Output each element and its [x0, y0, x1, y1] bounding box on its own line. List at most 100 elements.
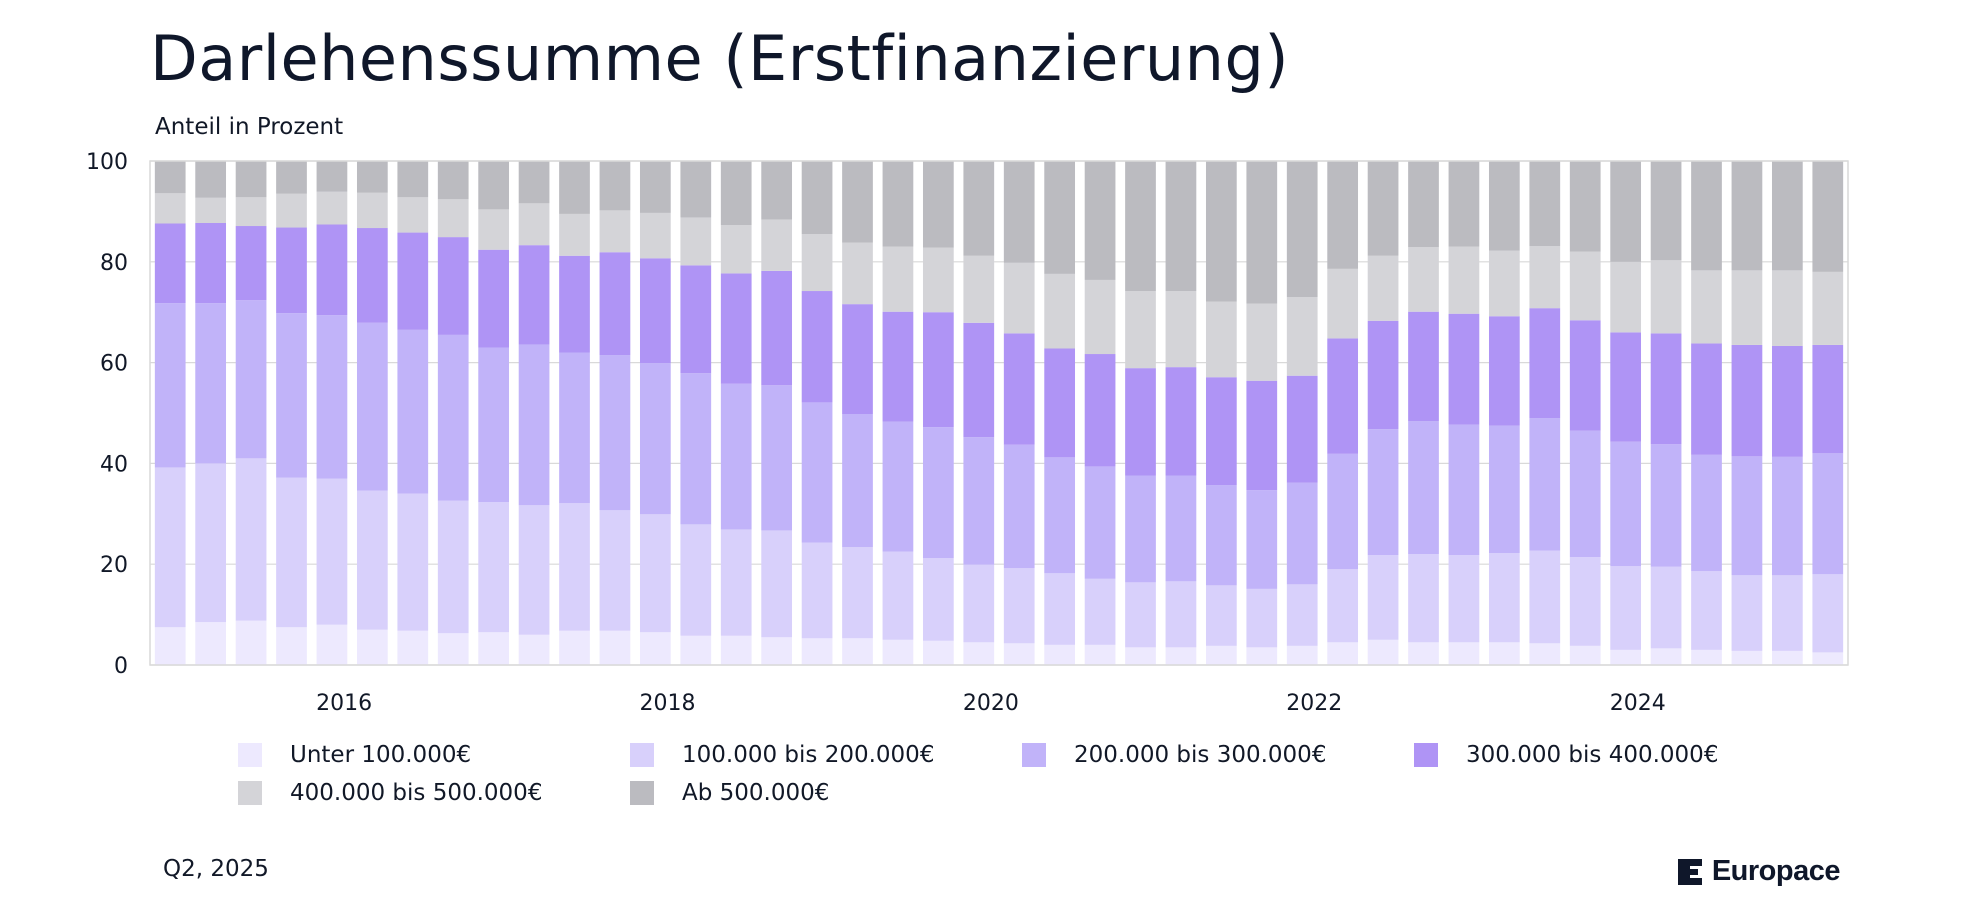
bar-segment-2021-Q3-s2 [1205, 485, 1237, 586]
bar-segment-2019-Q4-s2 [922, 427, 954, 559]
legend-swatch [630, 743, 654, 767]
bar-segment-2023-Q4-s3 [1569, 320, 1601, 431]
bar-segment-2021-Q1-s3 [1125, 368, 1156, 476]
bar-segment-2018-Q3-s0 [720, 635, 752, 665]
bar-segment-2019-Q2-s0 [842, 638, 873, 665]
bar-segment-2019-Q1-s1 [801, 542, 833, 639]
bar-segment-2021-Q4-s0 [1246, 647, 1278, 665]
legend-swatch [238, 743, 262, 767]
legend-label: 100.000 bis 200.000€ [682, 742, 935, 768]
bar-segment-2020-Q3-s1 [1044, 573, 1076, 645]
bar-segment-2016-Q2-s4 [356, 192, 388, 229]
bar-segment-2023-Q3-s1 [1529, 550, 1561, 644]
bar-segment-2021-Q3-s0 [1205, 645, 1237, 665]
bar-segment-2024-Q2-s5 [1650, 161, 1682, 261]
y-tick-label: 100 [86, 150, 128, 175]
legend-label: Ab 500.000€ [682, 780, 830, 806]
stacked-bar-chart: 0 20 40 60 80 100 2016 2018 2020 2022 2024 [86, 150, 1849, 716]
bar-segment-2017-Q2-s4 [518, 203, 550, 246]
bar-segment-2019-Q1-s3 [801, 291, 833, 403]
bar-segment-2024-Q3-s5 [1691, 161, 1722, 271]
bar-segment-2018-Q3-s3 [720, 273, 752, 384]
bar-segment-2023-Q4-s2 [1569, 430, 1601, 558]
bar-segment-2016-Q3-s0 [397, 630, 429, 665]
bar-segment-2023-Q2-s1 [1488, 553, 1520, 643]
bar-segment-2025-Q2-s2 [1812, 453, 1844, 575]
bar-segment-2017-Q3-s4 [559, 213, 590, 256]
bar-segment-2022-Q1-s2 [1286, 482, 1318, 585]
legend: Unter 100.000€ 100.000 bis 200.000€ 200.00… [238, 742, 1798, 806]
y-axis-ticks: 0 20 40 60 80 100 [86, 150, 128, 679]
bar-segment-2018-Q3-s1 [720, 529, 752, 636]
bar-segment-2019-Q3-s0 [882, 639, 914, 665]
bar-segment-2019-Q3-s3 [882, 311, 914, 422]
bar-segment-2022-Q2-s1 [1327, 569, 1359, 643]
bar-segment-2015-Q3-s0 [235, 620, 267, 665]
bar-segment-2024-Q4-s4 [1731, 270, 1763, 345]
bar-segment-2020-Q3-s0 [1044, 644, 1076, 665]
bar-segment-2019-Q4-s0 [922, 640, 954, 665]
bar-segment-2017-Q3-s1 [559, 503, 590, 631]
bar-segment-2019-Q1-s5 [801, 161, 833, 235]
legend-item: Ab 500.000€ [630, 780, 1022, 806]
chart-title: Darlehenssumme (Erstfinanzierung) [150, 22, 1290, 95]
bar-segment-2017-Q2-s2 [518, 344, 550, 506]
bar-segment-2024-Q4-s2 [1731, 456, 1763, 576]
bar-segment-2022-Q4-s1 [1408, 554, 1439, 643]
bar-segment-2015-Q1-s3 [154, 223, 186, 304]
bar-segment-2024-Q2-s0 [1650, 648, 1682, 665]
bar-segment-2016-Q1-s3 [316, 224, 348, 316]
bar-segment-2021-Q1-s5 [1125, 161, 1156, 292]
legend-label: Unter 100.000€ [290, 742, 472, 768]
bar-segment-2022-Q1-s0 [1286, 645, 1318, 665]
bar-segment-2023-Q1-s4 [1448, 246, 1480, 314]
bar-segment-2019-Q1-s2 [801, 402, 833, 543]
bar-segment-2024-Q4-s3 [1731, 344, 1763, 457]
bar-segment-2019-Q2-s1 [842, 547, 873, 639]
bar-segment-2015-Q4-s5 [276, 161, 307, 194]
bar-segment-2017-Q4-s3 [599, 252, 631, 356]
bar-segment-2019-Q2-s2 [842, 414, 873, 548]
bar-segment-2015-Q1-s4 [154, 193, 186, 224]
bar-segment-2016-Q1-s2 [316, 315, 348, 479]
bar-segment-2018-Q4-s1 [761, 530, 793, 638]
bar-segment-2022-Q1-s1 [1286, 584, 1318, 646]
bar-segment-2017-Q1-s4 [478, 209, 510, 250]
bar-segment-2017-Q1-s0 [478, 632, 510, 665]
bar-segment-2022-Q2-s2 [1327, 453, 1359, 570]
bar-segment-2015-Q1-s0 [154, 627, 186, 665]
bar-segment-2025-Q1-s1 [1771, 575, 1803, 651]
bar-segment-2022-Q3-s3 [1367, 320, 1399, 430]
bar-segment-2017-Q3-s0 [559, 630, 590, 665]
bar-segment-2020-Q2-s1 [1003, 568, 1035, 644]
bar-segment-2016-Q3-s5 [397, 161, 429, 198]
bar-segment-2016-Q1-s1 [316, 478, 348, 625]
bar-segment-2022-Q3-s2 [1367, 429, 1399, 556]
bar-segment-2015-Q3-s2 [235, 300, 267, 459]
bars [154, 161, 1844, 665]
legend-swatch [238, 781, 262, 805]
bar-segment-2016-Q3-s3 [397, 232, 429, 330]
bar-segment-2023-Q1-s5 [1448, 161, 1480, 247]
bar-segment-2024-Q3-s0 [1691, 649, 1722, 665]
bar-segment-2018-Q4-s3 [761, 270, 793, 386]
bar-segment-2019-Q3-s2 [882, 421, 914, 552]
bar-segment-2024-Q1-s0 [1610, 649, 1642, 665]
bar-segment-2019-Q2-s3 [842, 304, 873, 415]
bar-segment-2023-Q2-s3 [1488, 316, 1520, 426]
bar-segment-2024-Q4-s0 [1731, 650, 1763, 665]
bar-segment-2025-Q2-s1 [1812, 574, 1844, 653]
x-tick-label: 2018 [640, 691, 696, 716]
bar-segment-2021-Q4-s5 [1246, 161, 1278, 304]
bar-segment-2021-Q2-s3 [1165, 367, 1197, 476]
bar-segment-2017-Q1-s3 [478, 249, 510, 348]
bar-segment-2016-Q1-s5 [316, 161, 348, 192]
bar-segment-2019-Q2-s5 [842, 161, 873, 243]
bar-segment-2018-Q1-s5 [639, 161, 671, 213]
bar-segment-2022-Q4-s2 [1408, 421, 1439, 555]
bar-segment-2020-Q2-s3 [1003, 333, 1035, 445]
bar-segment-2022-Q3-s1 [1367, 555, 1399, 640]
bar-segment-2019-Q4-s5 [922, 161, 954, 248]
bar-segment-2020-Q1-s2 [963, 437, 995, 565]
x-tick-label: 2016 [316, 691, 372, 716]
